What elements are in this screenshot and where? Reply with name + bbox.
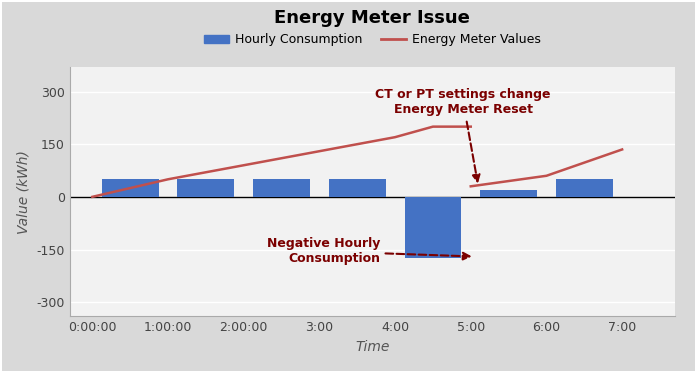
Bar: [177, 179, 235, 197]
Y-axis label: Value (kWh): Value (kWh): [17, 150, 31, 234]
X-axis label: Time: Time: [355, 340, 390, 354]
Bar: [329, 179, 386, 197]
Text: CT or PT settings change
Energy Meter Reset: CT or PT settings change Energy Meter Re…: [375, 88, 551, 181]
Bar: [102, 179, 159, 197]
Title: Energy Meter Issue: Energy Meter Issue: [274, 9, 470, 26]
Bar: [556, 179, 612, 197]
Bar: [253, 179, 310, 197]
Bar: [404, 197, 461, 258]
Bar: [480, 190, 537, 197]
Text: Negative Hourly
Consumption: Negative Hourly Consumption: [267, 237, 469, 265]
Legend: Hourly Consumption, Energy Meter Values: Hourly Consumption, Energy Meter Values: [198, 28, 546, 51]
